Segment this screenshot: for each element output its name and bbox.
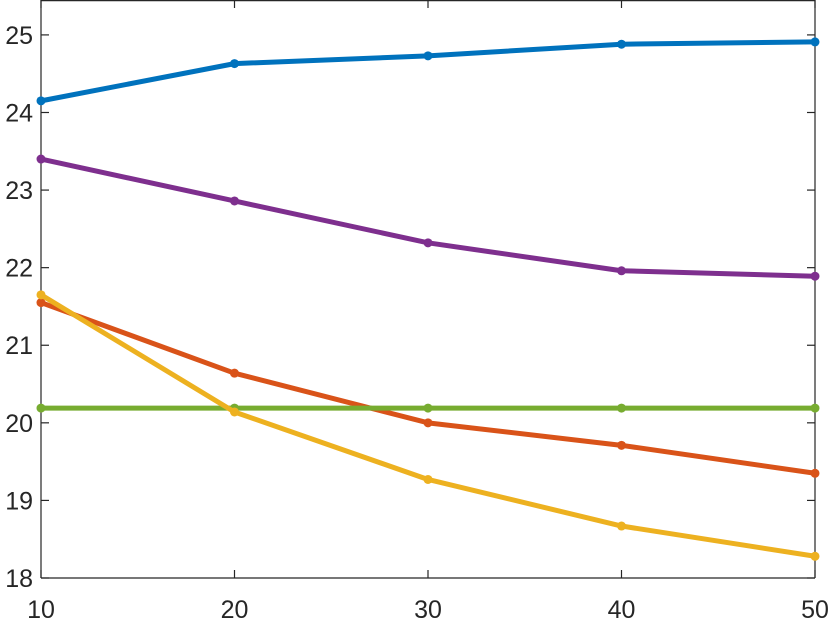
data-point bbox=[230, 368, 239, 378]
series-line bbox=[38, 300, 818, 476]
x-tick-label: 10 bbox=[27, 596, 55, 623]
data-point bbox=[423, 238, 433, 248]
y-tick-label: 23 bbox=[5, 177, 33, 205]
data-point bbox=[36, 290, 46, 300]
series-3 bbox=[36, 298, 820, 478]
series-2 bbox=[36, 154, 820, 281]
data-point bbox=[617, 39, 626, 49]
x-tick-label: 20 bbox=[221, 596, 249, 623]
y-tick-label: 19 bbox=[5, 487, 33, 515]
y-tick-label: 21 bbox=[5, 332, 33, 360]
y-tick-label: 18 bbox=[5, 565, 33, 593]
data-point bbox=[230, 407, 239, 417]
data-point bbox=[810, 37, 820, 47]
data-point bbox=[36, 403, 46, 413]
x-tick-label: 30 bbox=[414, 596, 442, 623]
data-point bbox=[36, 96, 46, 106]
series-4 bbox=[36, 403, 820, 413]
data-point bbox=[230, 59, 239, 69]
x-tick-label: 40 bbox=[608, 596, 636, 623]
series-line bbox=[38, 156, 818, 279]
tick-labels: 18 19 20 21 22 23 24 25 10 20 30 40 50 bbox=[5, 22, 829, 623]
data-point bbox=[810, 403, 820, 413]
series-5 bbox=[36, 290, 820, 561]
x-tick-label: 50 bbox=[801, 596, 829, 623]
data-point bbox=[617, 403, 626, 413]
data-point bbox=[230, 196, 239, 206]
data-point bbox=[423, 418, 433, 428]
data-point bbox=[423, 474, 433, 484]
axes bbox=[40, 0, 816, 579]
data-point bbox=[617, 440, 626, 450]
data-point bbox=[36, 154, 46, 164]
series-line bbox=[38, 39, 818, 104]
y-tick-label: 24 bbox=[5, 99, 33, 127]
data-point bbox=[423, 51, 433, 61]
data-point bbox=[810, 468, 820, 478]
series-group bbox=[36, 37, 820, 561]
data-point bbox=[617, 521, 626, 531]
data-point bbox=[810, 551, 820, 561]
data-point bbox=[423, 403, 433, 413]
data-point bbox=[617, 266, 626, 276]
y-tick-label: 22 bbox=[5, 255, 33, 283]
data-point bbox=[36, 298, 46, 308]
y-tick-label: 25 bbox=[5, 22, 33, 50]
data-point bbox=[810, 271, 820, 281]
series-1 bbox=[36, 37, 820, 106]
y-tick-label: 20 bbox=[5, 410, 33, 438]
